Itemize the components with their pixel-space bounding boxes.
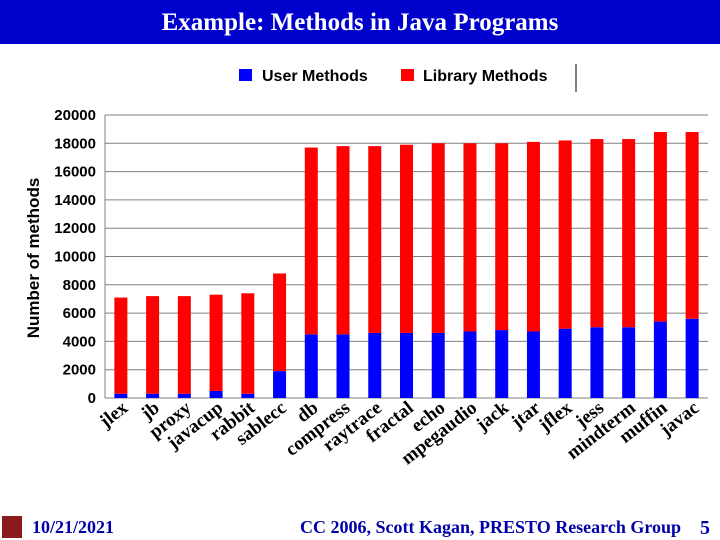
- y-tick-label: 14000: [54, 192, 96, 209]
- bar-library-fractal: [400, 144, 413, 333]
- y-tick-label: 0: [88, 390, 96, 407]
- bar-library-jess: [590, 139, 604, 328]
- y-tick-label: 12000: [54, 220, 96, 237]
- y-tick-label: 2000: [63, 362, 96, 379]
- page-number: 5: [700, 517, 710, 539]
- legend-swatch-library: [401, 69, 414, 81]
- bar-library-jtar: [526, 141, 540, 332]
- bar-library-mpegaudio: [463, 143, 477, 332]
- footer-credit: CC 2006, Scott Kagan, PRESTO Research Gr…: [300, 517, 682, 537]
- bar-library-jack: [495, 143, 509, 331]
- footer-date: 10/21/2021: [32, 517, 115, 537]
- bar-user-fractal: [400, 332, 413, 398]
- bar-user-muffin: [653, 321, 667, 398]
- bar-user-mindterm: [622, 327, 636, 398]
- bar-library-jb: [146, 296, 160, 394]
- y-tick-label: 4000: [63, 333, 96, 350]
- legend-label-library: Library Methods: [423, 68, 548, 85]
- bar-user-jb: [146, 393, 160, 398]
- bar-library-javacup: [209, 294, 223, 391]
- bar-user-jtar: [526, 331, 540, 398]
- bar-user-jess: [590, 327, 604, 398]
- bar-library-db: [304, 147, 318, 335]
- bar-user-javac: [685, 318, 699, 398]
- bar-library-echo: [431, 143, 445, 333]
- bar-user-mpegaudio: [463, 331, 477, 398]
- y-tick-label: 20000: [54, 107, 96, 124]
- bar-user-rabbit: [241, 393, 255, 398]
- bar-user-jlex: [114, 393, 128, 398]
- y-axis-label: Number of methods: [24, 178, 43, 339]
- bar-library-jlex: [114, 297, 128, 394]
- bar-user-jflex: [558, 328, 572, 398]
- bar-user-echo: [431, 332, 445, 398]
- bar-user-jack: [495, 330, 509, 398]
- bar-library-proxy: [177, 296, 191, 394]
- x-tick-label: jlex: [95, 397, 132, 433]
- legend-swatch-user: [239, 69, 252, 81]
- y-tick-label: 16000: [54, 164, 96, 181]
- stacked-bar-chart: 0 2000 4000 6000 8000 10000 12000 14000 16000 180…: [24, 64, 708, 469]
- bar-user-proxy: [177, 393, 191, 398]
- bar-library-rabbit: [241, 293, 255, 394]
- slide-title: Example: Methods in Java Programs: [161, 9, 559, 36]
- bar-library-javac: [685, 131, 699, 319]
- bar-user-raytrace: [368, 332, 382, 398]
- presto-logo: [2, 516, 22, 538]
- bar-user-javacup: [209, 390, 223, 398]
- bar-library-jflex: [558, 140, 572, 329]
- bar-library-compress: [336, 146, 350, 335]
- legend-label-user: User Methods: [262, 68, 368, 85]
- bar-library-raytrace: [368, 146, 382, 333]
- y-tick-label: 8000: [63, 277, 96, 294]
- y-tick-label: 10000: [54, 249, 96, 266]
- bar-library-sablecc: [273, 273, 287, 372]
- bar-library-muffin: [653, 131, 667, 322]
- y-tick-label: 6000: [63, 305, 96, 322]
- y-tick-label: 18000: [54, 135, 96, 152]
- bar-user-sablecc: [273, 371, 287, 398]
- bar-user-db: [304, 334, 318, 398]
- x-tick-label: jflex: [534, 397, 576, 437]
- bar-library-mindterm: [622, 139, 636, 328]
- bar-user-compress: [336, 334, 350, 398]
- title-bar: [0, 0, 720, 44]
